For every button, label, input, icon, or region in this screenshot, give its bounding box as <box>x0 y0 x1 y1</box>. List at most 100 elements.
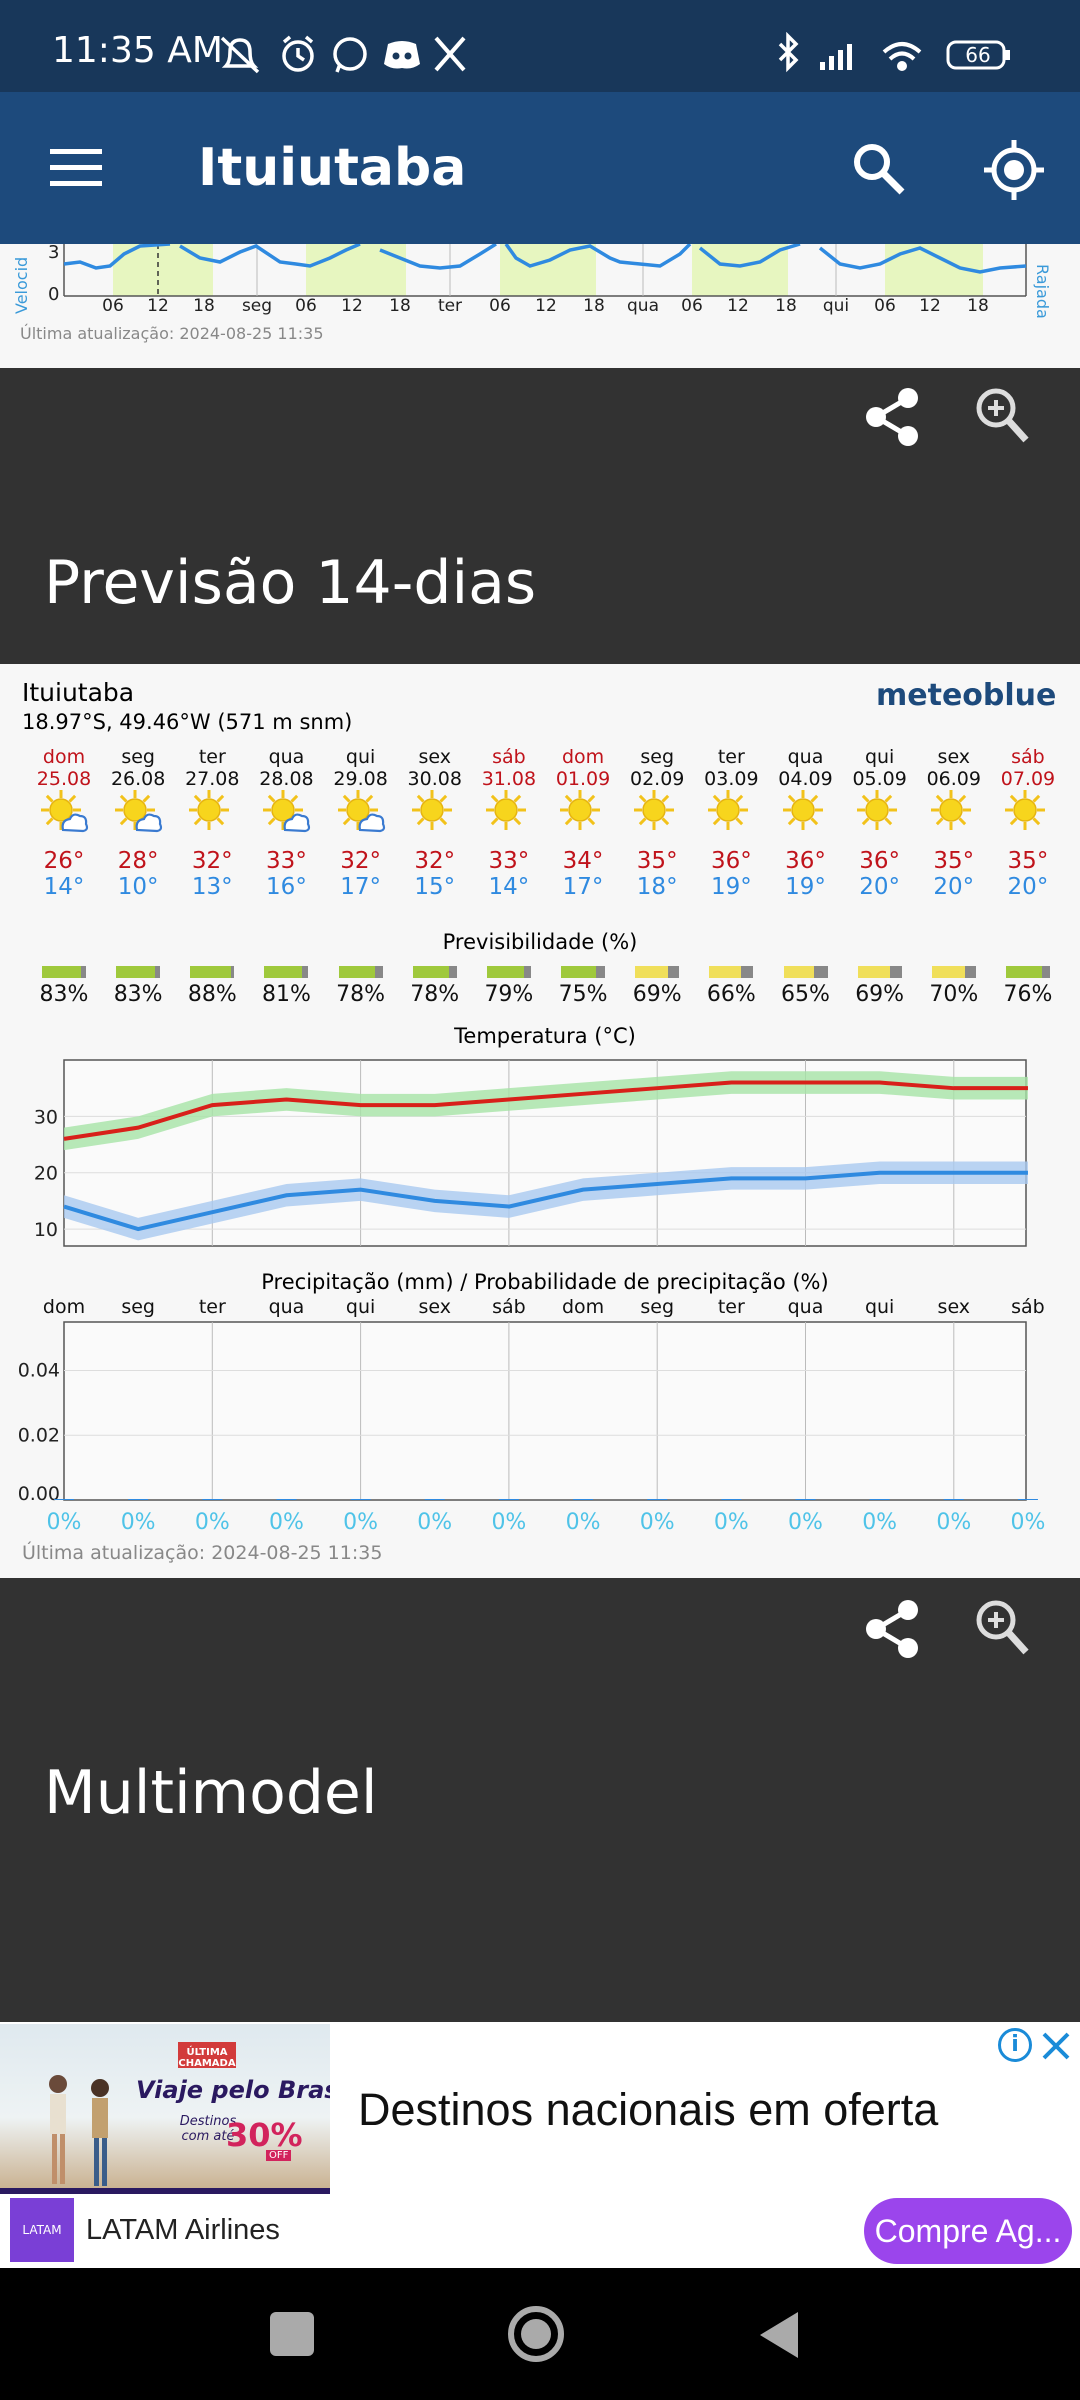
precip-category: dom <box>561 1296 605 1318</box>
home-icon[interactable] <box>506 2304 566 2364</box>
menu-icon[interactable] <box>50 147 104 187</box>
predictability-value: 76% <box>1003 982 1053 1007</box>
app-bar: Ituiutaba <box>0 92 1080 244</box>
precip-category: qui <box>345 1296 376 1318</box>
precip-probability: 0% <box>936 1510 972 1535</box>
search-icon[interactable] <box>852 142 906 196</box>
wind-last-update: Última atualização: 2024-08-25 11:35 <box>20 324 324 343</box>
mute-icon <box>220 36 260 74</box>
day-max-temp: 26° <box>43 848 85 874</box>
ytick-label: 0.00 <box>18 1483 60 1505</box>
precip-category: sáb <box>1011 1296 1045 1318</box>
day-date: 26.08 <box>110 768 166 790</box>
sun-icon <box>930 790 971 830</box>
predictability-value: 78% <box>410 982 460 1007</box>
precip-category: qui <box>864 1296 895 1318</box>
predictability-bar <box>709 966 754 978</box>
zoom-in-icon[interactable] <box>974 386 1030 448</box>
predictability-value: 75% <box>558 982 608 1007</box>
ytick-label: 20 <box>34 1163 58 1185</box>
precip-probability: 0% <box>120 1510 156 1535</box>
predictability-bar <box>931 966 976 978</box>
day-name: qui <box>864 746 895 768</box>
day-max-temp: 32° <box>414 848 456 874</box>
predictability-fill <box>709 966 741 978</box>
day-max-temp: 34° <box>562 848 604 874</box>
ad-headline[interactable]: Destinos nacionais em oferta <box>358 2084 939 2135</box>
day-max-temp: 36° <box>859 848 901 874</box>
ytick-label: 3 <box>48 242 60 263</box>
predictability-value: 83% <box>39 982 89 1007</box>
predictability-value: 78% <box>336 982 386 1007</box>
close-icon[interactable] <box>1040 2030 1072 2062</box>
day-min-temp: 20° <box>933 874 975 900</box>
day-min-temp: 14° <box>488 874 530 900</box>
precipitation-plot-area <box>63 1321 1027 1501</box>
location-icon[interactable] <box>982 138 1046 202</box>
predictability-fill <box>42 966 81 978</box>
ad-image-sub: Destinos com até <box>179 2114 237 2144</box>
zoom-in-icon[interactable] <box>974 1598 1030 1660</box>
xtick-label: seg <box>241 296 273 316</box>
precip-bar <box>1017 1499 1038 1500</box>
back-icon[interactable] <box>756 2310 802 2360</box>
day-min-temp: 19° <box>710 874 752 900</box>
ad-image-discount: 30% <box>226 2116 303 2154</box>
day-date: 27.08 <box>185 768 240 790</box>
ad-image-off: OFF <box>266 2150 292 2161</box>
sun-icon <box>634 790 675 830</box>
precip-bar <box>54 1499 74 1500</box>
share-icon[interactable] <box>864 386 920 448</box>
precip-category: dom <box>42 1296 86 1318</box>
section-heading: Previsão 14-dias <box>44 548 537 618</box>
predictability-value: 69% <box>855 982 905 1007</box>
day-min-temp: 19° <box>785 874 826 900</box>
wind-chart-panel: Velocid Rajada 3 0 06 12 18 seg 06 12 18 ter 06 1… <box>0 242 1080 368</box>
alarm-icon <box>282 35 314 72</box>
day-name: ter <box>198 746 226 768</box>
ad-image[interactable]: ÚLTIMA CHAMADA Viaje pelo Brasil Destino… <box>0 2024 330 2194</box>
advertiser-name[interactable]: LATAM Airlines <box>86 2214 280 2246</box>
predictability-fill <box>116 966 155 978</box>
day-name: qua <box>787 746 824 768</box>
day-min-temp: 18° <box>636 874 678 900</box>
xtick-label: 06 <box>102 296 124 316</box>
xtick-label: 06 <box>489 296 511 316</box>
cta-button[interactable]: Compre Ag... <box>864 2198 1072 2264</box>
xtick-label: 18 <box>775 296 797 316</box>
ytick-label: 0.04 <box>18 1360 60 1382</box>
predictability-bar <box>412 966 457 978</box>
xtick-label: 06 <box>874 296 896 316</box>
predictability-value: 69% <box>632 982 682 1007</box>
left-axis-label: Velocid <box>12 256 31 314</box>
precip-bar <box>647 1499 668 1500</box>
advertiser-logo: LATAM <box>10 2198 74 2262</box>
precip-bar <box>943 1499 964 1500</box>
share-icon[interactable] <box>864 1598 920 1660</box>
predictability-fill <box>412 966 450 978</box>
ad-banner[interactable]: ÚLTIMA CHAMADA Viaje pelo Brasil Destino… <box>0 2022 1080 2268</box>
predictability-fill <box>931 966 965 978</box>
meteoblue-logo: meteoblue <box>876 678 1057 713</box>
precip-probability: 0% <box>713 1510 749 1535</box>
predictability-bar <box>190 966 235 978</box>
precip-probability: 0% <box>417 1510 453 1535</box>
xtick-label: 18 <box>389 296 411 316</box>
day-max-temp: 32° <box>340 848 381 874</box>
ytick-label: 0.02 <box>18 1424 60 1446</box>
precip-category: sex <box>937 1296 971 1318</box>
day-min-temp: 10° <box>117 874 159 900</box>
predictability-bar <box>42 966 86 978</box>
whatsapp-icon <box>333 37 367 73</box>
precip-category: sex <box>418 1296 452 1318</box>
wifi-icon <box>882 42 922 71</box>
predictability-fill <box>635 966 668 978</box>
day-max-temp: 33° <box>266 848 307 874</box>
day-date: 31.08 <box>481 768 537 790</box>
day-min-temp: 17° <box>562 874 604 900</box>
day-max-temp: 35° <box>1007 848 1049 874</box>
day-min-temp: 13° <box>191 874 233 900</box>
xtick-label: 12 <box>919 296 941 316</box>
info-icon[interactable]: i <box>998 2028 1032 2062</box>
recents-icon[interactable] <box>270 2312 314 2356</box>
